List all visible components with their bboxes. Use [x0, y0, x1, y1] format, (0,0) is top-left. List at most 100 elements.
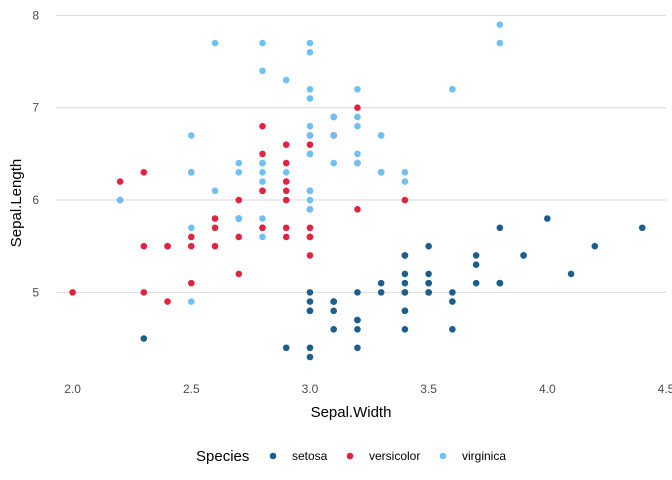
point-setosa	[377, 289, 385, 296]
point-versicolor	[140, 242, 148, 250]
point-setosa	[354, 344, 361, 352]
point-versicolor	[164, 298, 171, 305]
point-setosa	[306, 353, 314, 361]
point-virginica	[187, 224, 195, 232]
point-versicolor	[306, 233, 314, 241]
point-versicolor	[235, 233, 243, 241]
point-virginica	[259, 39, 266, 47]
point-versicolor	[164, 242, 171, 250]
point-setosa	[520, 252, 527, 259]
point-setosa	[401, 289, 409, 296]
y-tick-label: 8	[32, 8, 39, 22]
point-virginica	[306, 132, 314, 139]
point-setosa	[282, 344, 290, 352]
point-virginica	[354, 85, 361, 93]
point-virginica	[354, 122, 361, 130]
point-setosa	[306, 289, 314, 296]
point-setosa	[354, 325, 361, 333]
point-setosa	[401, 252, 409, 259]
legend-title: Species	[196, 448, 249, 465]
point-versicolor	[187, 279, 195, 287]
point-versicolor	[259, 187, 266, 195]
point-virginica	[259, 215, 266, 222]
point-virginica	[330, 113, 338, 121]
gridlines	[56, 14, 666, 293]
point-virginica	[306, 150, 314, 158]
point-virginica	[306, 196, 314, 204]
point-setosa	[401, 307, 409, 315]
point-virginica	[259, 67, 266, 75]
point-versicolor	[211, 242, 219, 250]
point-virginica	[235, 215, 243, 222]
point-setosa	[449, 289, 456, 296]
point-virginica	[496, 39, 504, 47]
point-virginica	[282, 76, 290, 84]
point-virginica	[330, 132, 338, 139]
point-virginica	[306, 187, 314, 195]
point-virginica	[401, 178, 409, 185]
point-virginica	[354, 113, 361, 121]
y-axis-title: Sepal.Length	[8, 159, 25, 247]
point-virginica	[306, 85, 314, 93]
point-setosa	[425, 270, 432, 278]
legend-items: setosa versicolor virginica	[269, 449, 506, 463]
point-setosa	[425, 289, 432, 296]
point-setosa	[306, 307, 314, 315]
point-setosa	[401, 270, 409, 278]
x-tick-label: 4.5	[658, 382, 672, 396]
y-tick-label: 5	[32, 285, 39, 299]
point-virginica	[306, 122, 314, 130]
point-virginica	[187, 298, 195, 305]
point-setosa	[449, 325, 456, 333]
point-virginica	[259, 169, 266, 176]
data-points	[69, 21, 646, 361]
point-setosa	[354, 289, 361, 296]
point-setosa	[330, 298, 338, 305]
point-virginica	[496, 21, 504, 28]
point-versicolor	[259, 150, 266, 158]
point-setosa	[544, 215, 551, 222]
point-versicolor	[211, 215, 219, 222]
point-virginica	[211, 187, 219, 195]
x-tick-label: 3.5	[420, 382, 437, 396]
point-setosa	[449, 298, 456, 305]
point-virginica	[377, 132, 385, 139]
point-setosa	[377, 279, 385, 287]
point-virginica	[354, 150, 361, 158]
point-setosa	[401, 325, 409, 333]
point-versicolor	[69, 289, 76, 296]
x-tick-label: 2.5	[183, 382, 200, 396]
point-versicolor	[282, 141, 290, 148]
y-axis-ticks: 5 6 7 8	[32, 8, 39, 299]
x-tick-label: 4.0	[539, 382, 556, 396]
point-setosa	[472, 279, 480, 287]
point-setosa	[472, 261, 480, 268]
point-versicolor	[282, 224, 290, 232]
x-tick-label: 2.0	[64, 382, 81, 396]
point-virginica	[259, 159, 266, 167]
point-versicolor	[306, 252, 314, 259]
point-versicolor	[259, 122, 266, 130]
point-versicolor	[187, 242, 195, 250]
point-versicolor	[282, 178, 290, 185]
point-virginica	[377, 169, 385, 176]
point-versicolor	[282, 233, 290, 241]
point-versicolor	[140, 169, 148, 176]
point-virginica	[259, 233, 266, 241]
point-virginica	[306, 49, 314, 56]
point-setosa	[330, 307, 338, 315]
point-virginica	[187, 169, 195, 176]
point-setosa	[330, 325, 338, 333]
point-setosa	[354, 316, 361, 324]
legend-label-virginica: virginica	[462, 449, 506, 463]
point-versicolor	[259, 224, 266, 232]
point-virginica	[354, 159, 361, 167]
legend: Species setosa versicolor virginica	[196, 448, 506, 465]
point-versicolor	[282, 196, 290, 204]
x-axis-ticks: 2.0 2.5 3.0 3.5 4.0 4.5	[64, 382, 672, 396]
y-tick-label: 6	[32, 193, 39, 207]
point-versicolor	[354, 104, 361, 112]
x-axis-title: Sepal.Width	[311, 404, 392, 421]
point-setosa	[306, 344, 314, 352]
